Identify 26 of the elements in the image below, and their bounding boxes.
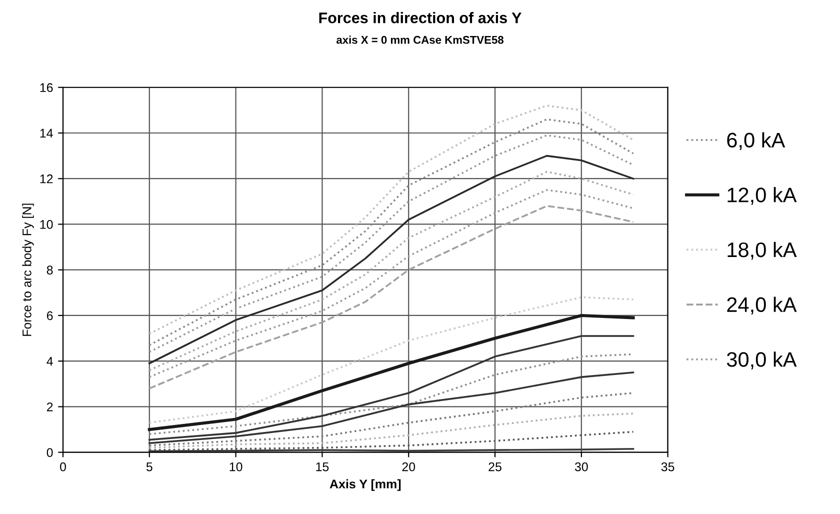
x-tick-label: 0 — [60, 462, 66, 472]
legend-label: 24,0 kA — [727, 296, 797, 314]
y-tick-label: 8 — [46, 266, 53, 274]
x-tick-label: 20 — [402, 462, 416, 472]
x-tick-label: 35 — [661, 462, 674, 472]
x-tick-label: 10 — [230, 462, 242, 472]
x-axis-title: Axis Y [mm] — [330, 479, 401, 491]
chart-title: Forces in direction of axis Y — [319, 12, 522, 24]
y-tick-label: 4 — [46, 357, 53, 366]
x-tick-label: 5 — [146, 462, 152, 472]
y-tick-label: 10 — [40, 220, 53, 229]
y-tick-label: 6 — [46, 311, 53, 320]
x-tick-label: 30 — [574, 462, 588, 472]
y-axis-title: Force to arc body Fy [N] — [22, 204, 34, 336]
y-tick-label: 14 — [40, 128, 53, 138]
chart-subtitle: axis X = 0 mm CAse KmSTVE58 — [336, 36, 504, 44]
y-tick-label: 16 — [40, 83, 53, 92]
y-tick-label: 0 — [46, 448, 53, 457]
y-tick-label: 2 — [46, 402, 53, 412]
legend-label: 18,0 kA — [728, 242, 797, 260]
x-tick-label: 25 — [488, 462, 502, 472]
x-tick-label: 15 — [316, 462, 329, 472]
legend-label: 6,0 kA — [727, 132, 786, 150]
y-tick-label: 12 — [40, 174, 53, 184]
legend-label: 12,0 kA — [728, 187, 797, 205]
legend-label: 30,0 kA — [726, 352, 797, 370]
